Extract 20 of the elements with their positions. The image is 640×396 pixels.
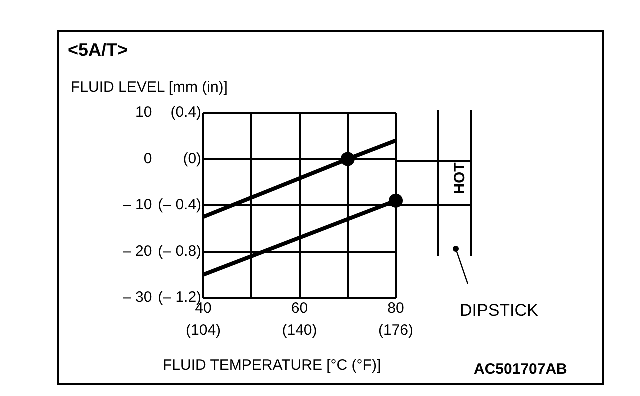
y-tick-label: 10 [136, 104, 152, 122]
x-tick-label: 60 [291, 300, 308, 318]
text: DIPSTICK [460, 301, 538, 321]
y-tick-label: – 20 [122, 242, 152, 260]
x2-tick-label: (140) [282, 322, 318, 340]
y2-tick-label: (– 0.8) [158, 242, 202, 260]
text: AC501707AB [474, 361, 568, 378]
y2-tick-label: (0.4) [170, 104, 202, 122]
x2-tick-label: (176) [378, 322, 414, 340]
chart-title: <5A/T> [68, 40, 128, 61]
y-tick-label: 0 [144, 150, 152, 168]
y2-tick-label: (0) [183, 150, 202, 168]
text: HOT [451, 162, 468, 194]
y-axis-title: FLUID LEVEL [mm (in)] [71, 79, 228, 96]
y-tick-label: – 10 [122, 196, 152, 214]
x2-tick-label: (104) [186, 322, 222, 340]
x-tick-label: 80 [388, 300, 404, 318]
x-axis-title: FLUID TEMPERATURE [°C (°F)] [163, 357, 382, 374]
y2-tick-label: (– 0.4) [158, 196, 202, 214]
y-tick-label: – 30 [122, 289, 152, 306]
